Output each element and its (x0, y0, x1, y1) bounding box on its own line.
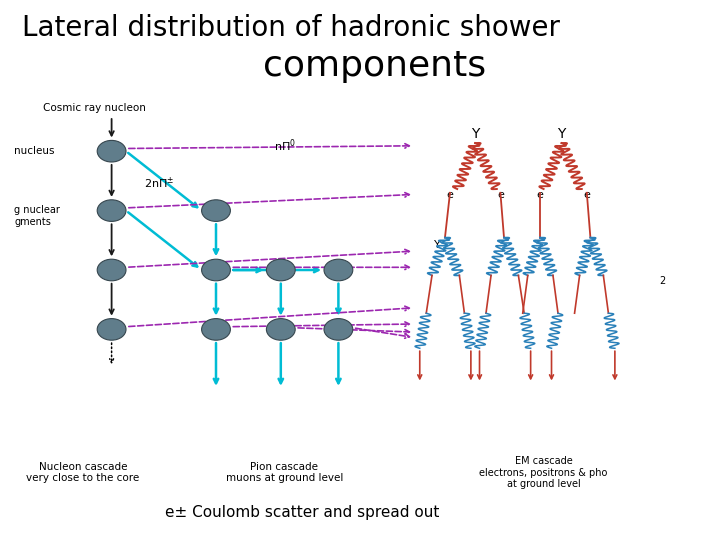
Circle shape (266, 259, 295, 281)
Text: 2n$\Pi^{\pm}$: 2n$\Pi^{\pm}$ (144, 176, 174, 191)
Circle shape (97, 140, 126, 162)
Text: e: e (497, 190, 504, 200)
Text: Nucleon cascade
very close to the core: Nucleon cascade very close to the core (26, 462, 140, 483)
Circle shape (97, 259, 126, 281)
Circle shape (324, 259, 353, 281)
Text: nucleus: nucleus (14, 146, 55, 156)
Text: Pion cascade
muons at ground level: Pion cascade muons at ground level (225, 462, 343, 483)
Text: Lateral distribution of hadronic shower: Lateral distribution of hadronic shower (22, 14, 559, 42)
Text: Y: Y (471, 127, 480, 141)
Text: Y: Y (434, 240, 441, 251)
Text: e: e (446, 190, 454, 200)
Circle shape (324, 319, 353, 340)
Text: components: components (263, 49, 486, 83)
Text: Y: Y (557, 127, 566, 141)
Text: e: e (583, 190, 590, 200)
Circle shape (97, 319, 126, 340)
Text: n$\Pi^0$: n$\Pi^0$ (274, 138, 295, 154)
Circle shape (202, 319, 230, 340)
Text: 2: 2 (660, 276, 665, 286)
Circle shape (266, 319, 295, 340)
Text: e± Coulomb scatter and spread out: e± Coulomb scatter and spread out (165, 505, 440, 521)
Text: Cosmic ray nucleon: Cosmic ray nucleon (43, 103, 146, 113)
Circle shape (202, 200, 230, 221)
Text: e: e (536, 190, 544, 200)
Text: g nuclear
gments: g nuclear gments (14, 205, 60, 227)
Text: EM cascade
electrons, positrons & pho
at ground level: EM cascade electrons, positrons & pho at… (480, 456, 608, 489)
Circle shape (202, 259, 230, 281)
Circle shape (97, 200, 126, 221)
